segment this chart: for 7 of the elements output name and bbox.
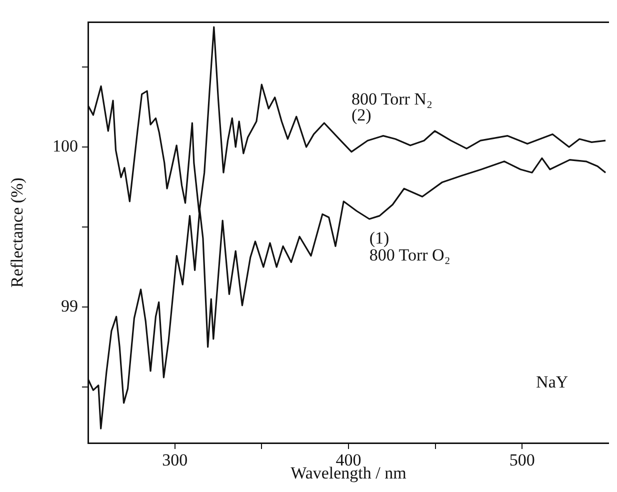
y-tick-label: 99 bbox=[61, 296, 78, 316]
annotation: (1) bbox=[369, 228, 390, 248]
y-axis-title: Reflectance (%) bbox=[8, 178, 27, 288]
y-tick-label: 100 bbox=[52, 136, 78, 156]
annotation: NaY bbox=[536, 372, 568, 392]
x-tick-label: 300 bbox=[162, 450, 188, 470]
x-tick-label: 500 bbox=[509, 450, 535, 470]
